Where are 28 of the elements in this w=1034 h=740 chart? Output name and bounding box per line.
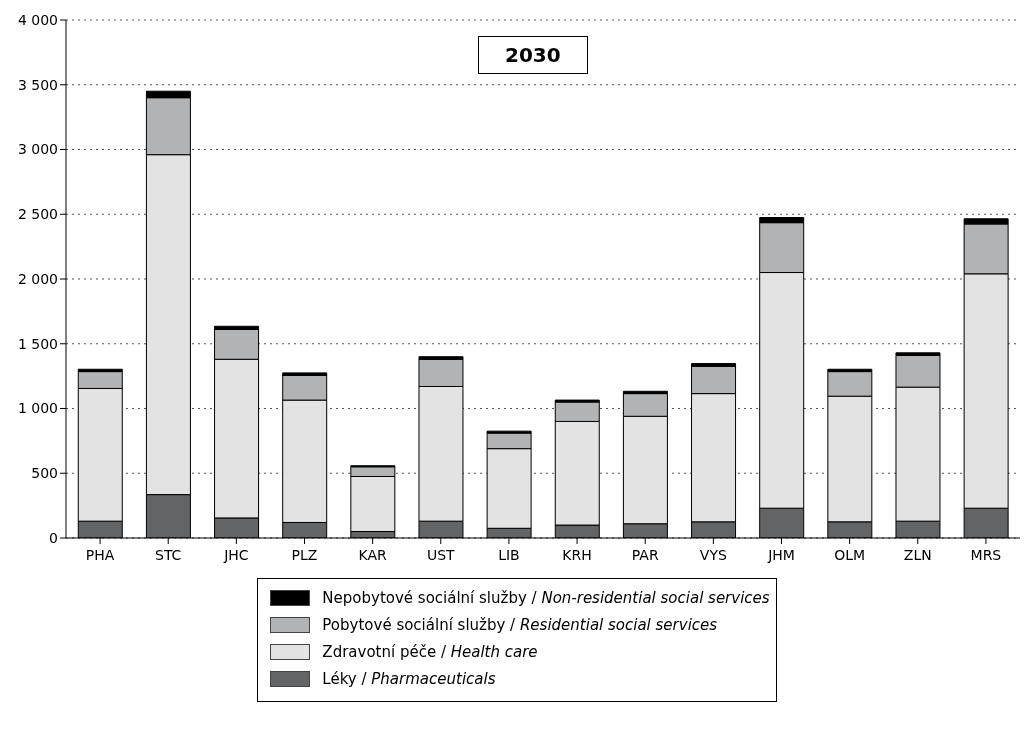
y-tick-label: 0 — [49, 529, 58, 546]
x-tick-label: JHM — [767, 546, 795, 563]
x-tick-label: OLM — [834, 546, 866, 563]
x-tick-label: JHC — [223, 546, 249, 563]
legend-label: Pobytové sociální služby / Residential social services — [322, 616, 718, 634]
x-tick-label: STC — [155, 546, 182, 563]
legend-label: Léky / Pharmaceuticals — [322, 670, 496, 688]
text: 2030 — [478, 36, 588, 74]
y-tick-label: 3 500 — [17, 76, 58, 93]
x-tick-label: KRH — [562, 546, 592, 563]
y-tick-label: 1 500 — [17, 335, 58, 352]
legend-label: Nepobytové sociální služby / Non-residential social services — [322, 589, 770, 607]
y-tick-label: 1 000 — [17, 400, 58, 417]
x-tick-label: PLZ — [291, 546, 318, 563]
x-tick-label: MRS — [970, 546, 1002, 563]
x-tick-label: ZLN — [903, 546, 932, 563]
y-tick-label: 4 000 — [17, 11, 58, 28]
y-tick-label: 2 000 — [17, 270, 58, 287]
x-tick-label: LIB — [498, 546, 520, 563]
x-tick-label: PAR — [631, 546, 659, 563]
y-tick-label: 500 — [31, 465, 58, 482]
y-tick-label: 3 000 — [17, 141, 58, 158]
legend-label: Zdravotní péče / Health care — [322, 643, 538, 661]
x-tick-label: VYS — [699, 546, 727, 563]
y-tick-label: 2 500 — [17, 206, 58, 223]
x-tick-label: UST — [426, 546, 456, 563]
x-tick-label: KAR — [358, 546, 388, 563]
x-tick-label: PHA — [85, 546, 115, 563]
